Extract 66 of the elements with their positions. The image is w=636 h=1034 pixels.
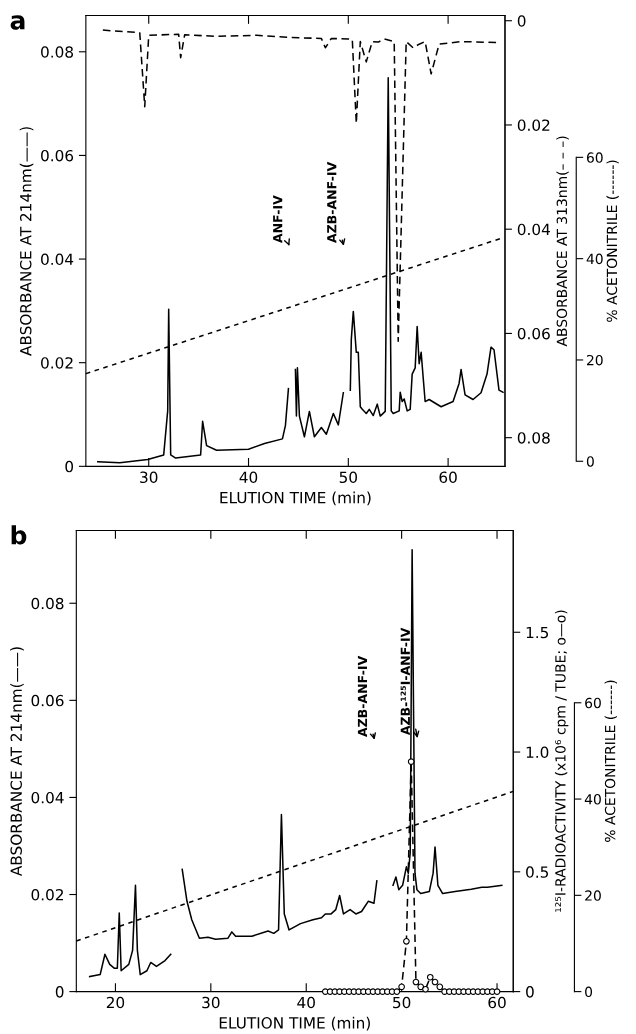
y3-tick-label: 20 — [585, 890, 601, 901]
y-tick-label: 0.06 — [41, 149, 74, 162]
y-axis-title: ABSORBANCE AT 214nm(——) — [19, 127, 34, 356]
point — [403, 937, 410, 945]
y3-axis-title: % ACETONITRILE (------) — [606, 160, 619, 322]
y2-tick-label: 0.04 — [517, 223, 550, 236]
y2-tick-label: 0.5 — [526, 866, 549, 878]
y3-axis-title: % ACETONITRILE (------) — [604, 680, 617, 842]
text: a — [10, 15, 25, 30]
y-tick-label: 0.08 — [41, 46, 74, 58]
x-axis-title: ELUTION TIME (min) — [220, 491, 371, 506]
point — [393, 988, 401, 995]
point — [336, 988, 343, 995]
annotation: AZB-¹²⁵I-ANF-IV — [400, 627, 410, 736]
point — [360, 988, 367, 995]
x-tick-label: 60 — [439, 471, 457, 484]
y2-tick-label: 0.06 — [517, 327, 550, 340]
point — [412, 978, 420, 986]
y-tick-label: 0.02 — [31, 888, 63, 901]
x-tick-label: 50 — [393, 996, 411, 1009]
y2-tick-label: 0 — [517, 15, 526, 27]
y2-axis-title: ABSORBANCE AT 313nm(– – –) — [556, 136, 569, 347]
y2-tick-label: 1.0 — [526, 746, 549, 759]
y3-tick-label: 20 — [586, 354, 603, 366]
x-tick-label: 50 — [339, 471, 358, 484]
y-tick-label: 0.04 — [31, 791, 64, 804]
y2-tick-label: 0.02 — [517, 119, 550, 131]
point — [436, 983, 444, 991]
point — [379, 988, 386, 995]
y-tick-label: 0.02 — [41, 357, 73, 369]
y-tick-label: 0.08 — [31, 597, 64, 610]
x-tick-label: 30 — [140, 471, 158, 484]
y3-tick-label: 0 — [585, 986, 593, 998]
x-tick-label: 40 — [297, 996, 315, 1009]
y-tick-label: 0 — [65, 460, 74, 473]
y3-tick-label: 0 — [586, 456, 594, 467]
annotation: AZB-ANF-IV — [357, 655, 368, 737]
annotation: AZB-ANF-IV — [327, 161, 337, 243]
y3-tick-label: 40 — [586, 253, 603, 265]
point — [431, 978, 439, 986]
x-tick-label: 20 — [106, 996, 125, 1009]
annotation: ANF-IV — [273, 195, 283, 243]
y3-tick-label: 60 — [585, 697, 601, 709]
point — [407, 758, 415, 765]
y2-tick-label: 0.08 — [517, 432, 550, 444]
point — [465, 988, 472, 995]
y-tick-label: 0.06 — [31, 694, 64, 707]
y2-tick-label: 0 — [526, 986, 534, 998]
y2-axis-title: ¹²⁵I-RADIOACTIVITY (x10⁶ cpm / TUBE; o—o) — [554, 610, 569, 912]
point — [441, 988, 448, 995]
x-tick-label: 60 — [488, 996, 506, 1009]
y3-tick-label: 40 — [584, 794, 601, 805]
point — [422, 985, 429, 993]
y2-tick-label: 1.5 — [526, 626, 549, 639]
text: b — [11, 525, 27, 545]
x-tick-label: 40 — [239, 471, 258, 484]
x-axis-title: ELUTION TIME (min) — [219, 1016, 370, 1031]
y-axis-title: ABSORBANCE AT 214nm(——) — [10, 647, 24, 877]
y-tick-label: 0 — [55, 986, 64, 998]
y-tick-label: 0.04 — [41, 253, 74, 266]
x-tick-label: 30 — [202, 996, 220, 1009]
point — [493, 988, 501, 995]
point — [484, 988, 491, 995]
y3-tick-label: 60 — [586, 152, 603, 163]
point — [460, 988, 467, 995]
point — [426, 973, 434, 981]
